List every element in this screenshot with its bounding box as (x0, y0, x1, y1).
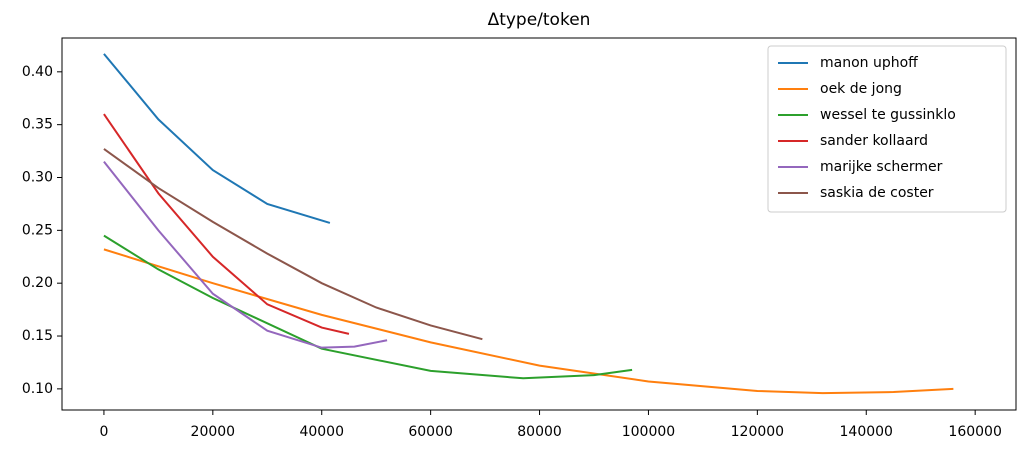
x-tick-label: 160000 (948, 424, 1001, 440)
line (103, 248, 954, 395)
x-tick-label: 0 (99, 424, 108, 440)
legend-label: saskia de coster (820, 185, 934, 201)
y-tick-label: 0.35 (22, 117, 53, 133)
x-tick-label: 40000 (299, 424, 344, 440)
line (103, 148, 483, 341)
line (103, 234, 633, 380)
y-tick-label: 0.30 (22, 170, 53, 186)
y-tick-label: 0.15 (22, 328, 53, 344)
legend-label: oek de jong (820, 81, 902, 97)
plot-frame (61, 37, 1017, 411)
x-tick-label: 20000 (191, 424, 236, 440)
legend-box (767, 45, 1007, 213)
line (103, 113, 350, 335)
chart-title: Δtype/token (488, 10, 591, 30)
x-tick-label: 80000 (517, 424, 562, 440)
x-tick-label: 120000 (731, 424, 784, 440)
y-tick-label: 0.10 (22, 381, 53, 397)
legend-label: wessel te gussinklo (820, 107, 956, 123)
legend-label: marijke schermer (820, 159, 943, 175)
y-tick-label: 0.40 (22, 64, 53, 80)
x-tick-label: 100000 (622, 424, 675, 440)
x-tick-label: 60000 (408, 424, 453, 440)
legend-label: manon uphoff (820, 55, 918, 71)
y-tick-label: 0.20 (22, 275, 53, 291)
y-tick-label: 0.25 (22, 222, 53, 238)
x-tick-label: 140000 (840, 424, 893, 440)
line (103, 53, 331, 224)
line (103, 161, 388, 349)
legend-label: sander kollaard (820, 133, 928, 149)
